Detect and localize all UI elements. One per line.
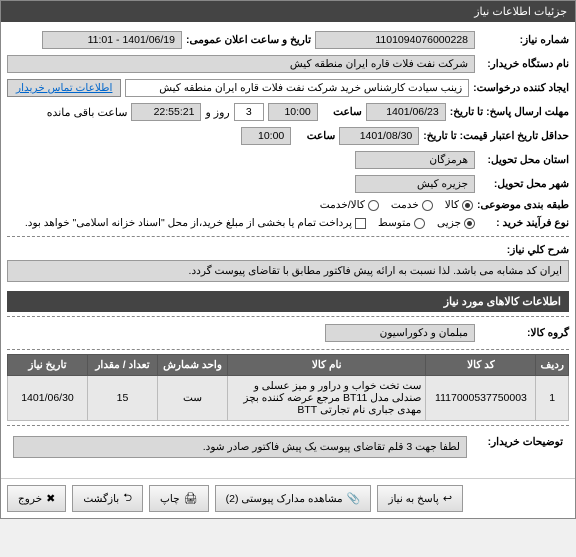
cell-name: ست تخت خواب و دراور و میز عسلی و صندلی م… xyxy=(228,376,426,421)
time-label-2: ساعت xyxy=(295,130,335,142)
need-no-value: 1101094076000228 xyxy=(315,31,475,49)
desc-value: ایران کد مشابه می باشد. لذا نسبت به ارائ… xyxy=(7,260,569,282)
buyer-note-value: لطفا جهت 3 قلم تقاضای پیوست یک پیش فاکتو… xyxy=(13,436,467,458)
need-no-label: شماره نیاز: xyxy=(479,34,569,46)
min-valid-label: حداقل تاریخ اعتبار قیمت: تا تاریخ: xyxy=(423,130,569,142)
min-valid-date: 1401/08/30 xyxy=(339,127,419,145)
print-icon: 🖨 xyxy=(184,492,198,505)
th-code: کد کالا xyxy=(426,355,536,376)
print-button[interactable]: 🖨چاپ xyxy=(149,485,209,512)
buyer-value: شرکت نفت فلات قاره ایران منطقه کیش xyxy=(7,55,475,73)
footer-buttons: ↩پاسخ به نیاز 📎مشاهده مدارک پیوستی (2) 🖨… xyxy=(1,478,575,518)
category-radio-group: کالا خدمت کالا/خدمت xyxy=(320,199,473,211)
radio-medium-dot xyxy=(414,218,425,229)
time-left-label: ساعت باقی مانده xyxy=(47,106,128,119)
province-value: هرمزگان xyxy=(355,151,475,169)
reply-icon: ↩ xyxy=(443,492,452,505)
exit-icon: ✖ xyxy=(46,492,55,505)
window-title: جزئیات اطلاعات نیاز xyxy=(474,6,567,18)
deadline-time: 10:00 xyxy=(268,103,318,121)
radio-both[interactable]: کالا/خدمت xyxy=(320,199,379,211)
days-left: 3 xyxy=(234,103,264,121)
table-header-row: ردیف کد کالا نام کالا واحد شمارش تعداد /… xyxy=(8,355,569,376)
cell-date: 1401/06/30 xyxy=(8,376,88,421)
radio-goods-dot xyxy=(462,200,473,211)
content-area: شماره نیاز: 1101094076000228 تاریخ و ساع… xyxy=(1,22,575,470)
deadline-date: 1401/06/23 xyxy=(366,103,446,121)
th-qty: تعداد / مقدار xyxy=(88,355,158,376)
table-row[interactable]: 1 1117000537750003 ست تخت خواب و دراور و… xyxy=(8,376,569,421)
city-label: شهر محل تحویل: xyxy=(479,178,569,190)
goods-table: ردیف کد کالا نام کالا واحد شمارش تعداد /… xyxy=(7,354,569,421)
radio-goods[interactable]: کالا xyxy=(445,199,473,211)
th-row: ردیف xyxy=(536,355,569,376)
contact-buyer-button[interactable]: اطلاعات تماس خریدار xyxy=(7,79,121,97)
divider-1 xyxy=(7,236,569,237)
respond-button[interactable]: ↩پاسخ به نیاز xyxy=(377,485,463,512)
divider-2 xyxy=(7,316,569,317)
desc-label: شرح کلي نياز: xyxy=(479,244,569,256)
creator-value: زینب سیادت کارشناس خرید شرکت نفت فلات قا… xyxy=(125,79,469,97)
creator-label: ایجاد کننده درخواست: xyxy=(473,82,569,94)
city-value: جزیره کیش xyxy=(355,175,475,193)
buyer-note-label: توضیحات خریدار: xyxy=(473,436,563,448)
deadline-label: مهلت ارسال پاسخ: تا تاریخ: xyxy=(450,106,569,118)
cell-code: 1117000537750003 xyxy=(426,376,536,421)
attachment-icon: 📎 xyxy=(347,492,361,505)
min-valid-time: 10:00 xyxy=(241,127,291,145)
exit-button[interactable]: ✖خروج xyxy=(7,485,66,512)
back-button[interactable]: ⮌بازگشت xyxy=(72,485,143,512)
back-icon: ⮌ xyxy=(123,489,132,508)
radio-partial[interactable]: جزیی xyxy=(437,217,475,229)
cell-idx: 1 xyxy=(536,376,569,421)
time-label-1: ساعت xyxy=(322,106,362,118)
group-value: مبلمان و دکوراسیون xyxy=(325,324,475,342)
window-titlebar: جزئیات اطلاعات نیاز xyxy=(1,1,575,22)
announce-value: 1401/06/19 - 11:01 xyxy=(42,31,182,49)
cell-unit: ست xyxy=(158,376,228,421)
radio-service-dot xyxy=(422,200,433,211)
radio-both-dot xyxy=(368,200,379,211)
check-payment-box xyxy=(355,218,366,229)
time-left: 22:55:21 xyxy=(131,103,201,121)
announce-label: تاریخ و ساعت اعلان عمومی: xyxy=(186,34,311,46)
group-label: گروه کالا: xyxy=(479,327,569,339)
cell-qty: 15 xyxy=(88,376,158,421)
divider-4 xyxy=(7,425,569,426)
radio-partial-dot xyxy=(464,218,475,229)
section-goods-header: اطلاعات کالاهای مورد نیاز xyxy=(7,291,569,312)
process-radio-group: جزیی متوسط پرداخت تمام یا بخشی از مبلغ خ… xyxy=(25,217,475,229)
category-label: طبقه بندی موضوعی: xyxy=(477,199,569,211)
radio-medium[interactable]: متوسط xyxy=(378,217,425,229)
attachments-button[interactable]: 📎مشاهده مدارک پیوستی (2) xyxy=(215,485,372,512)
province-label: استان محل تحویل: xyxy=(479,154,569,166)
divider-3 xyxy=(7,349,569,350)
radio-service[interactable]: خدمت xyxy=(391,199,433,211)
process-label: نوع فرآیند خرید : xyxy=(479,217,569,229)
need-details-window: جزئیات اطلاعات نیاز شماره نیاز: 11010940… xyxy=(0,0,576,519)
buyer-label: نام دستگاه خریدار: xyxy=(479,58,569,70)
th-unit: واحد شمارش xyxy=(158,355,228,376)
th-name: نام کالا xyxy=(228,355,426,376)
check-payment[interactable]: پرداخت تمام یا بخشی از مبلغ خرید،از محل … xyxy=(25,217,366,229)
days-left-label: روز و xyxy=(205,106,229,119)
th-date: تاریخ نیاز xyxy=(8,355,88,376)
